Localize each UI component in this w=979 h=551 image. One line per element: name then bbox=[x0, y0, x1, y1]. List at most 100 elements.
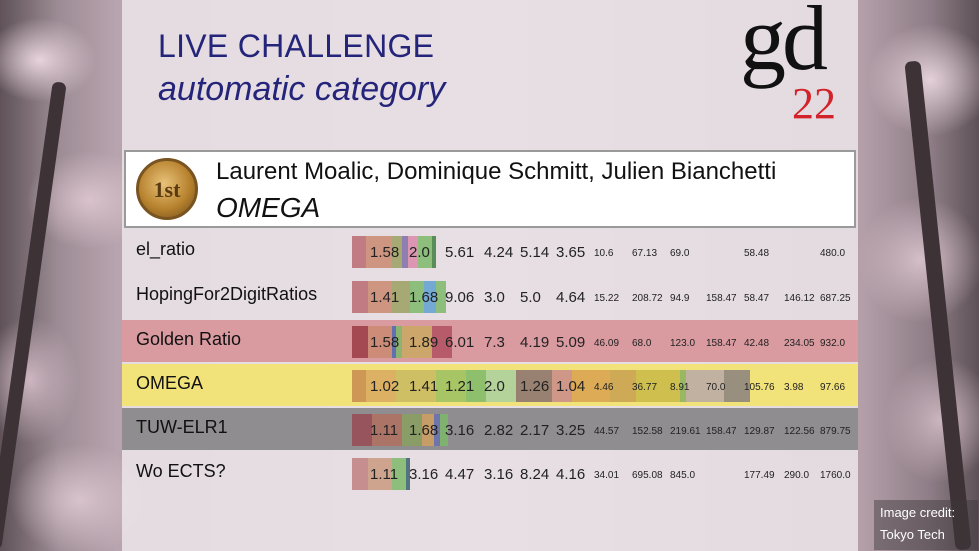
row-value: 1.26 bbox=[520, 378, 550, 395]
row-value: 1.04 bbox=[556, 378, 586, 395]
row-entry-name: el_ratio bbox=[136, 239, 196, 259]
bar-segment bbox=[440, 414, 448, 446]
row-entry-name: OMEGA bbox=[136, 373, 204, 393]
row-value: 9.06 bbox=[445, 289, 475, 306]
first-place-medal-icon: 1st bbox=[136, 158, 198, 220]
row-value: 1.21 bbox=[445, 378, 475, 395]
row-value: 36.77 bbox=[632, 382, 658, 393]
row-value: 3.16 bbox=[445, 422, 475, 439]
credit-line2: Tokyo Tech bbox=[880, 527, 945, 542]
bar-segment bbox=[410, 281, 424, 313]
results-row: TUW-ELR1 1.11 1.68 3.16 2.82 2.17 3.25 44.57 152… bbox=[122, 408, 858, 450]
bar-segment bbox=[352, 458, 368, 490]
row-value: 4.16 bbox=[556, 466, 586, 483]
row-value: 4.46 bbox=[594, 382, 614, 393]
row-value: 58.47 bbox=[744, 293, 770, 304]
bar-segment bbox=[392, 236, 402, 268]
row-value: 123.0 bbox=[670, 338, 696, 349]
results-row: el_ratio 1.58 2.0 5.61 4.24 5.14 3.65 10.6 67.13… bbox=[122, 230, 858, 272]
bar-segment bbox=[686, 370, 724, 402]
bar-segment bbox=[392, 281, 410, 313]
row-value: 42.48 bbox=[744, 338, 770, 349]
row-value: 146.12 bbox=[784, 293, 815, 304]
row-value: 932.0 bbox=[820, 338, 846, 349]
row-color-bar bbox=[352, 370, 750, 402]
row-value: 67.13 bbox=[632, 248, 658, 259]
row-color-bar bbox=[352, 458, 410, 490]
bar-segment bbox=[366, 236, 392, 268]
title-line2: automatic category bbox=[158, 70, 446, 108]
row-value: 158.47 bbox=[706, 293, 737, 304]
bar-segment bbox=[434, 414, 440, 446]
row-value: 695.08 bbox=[632, 470, 663, 481]
row-value: 158.47 bbox=[706, 338, 737, 349]
row-value: 5.61 bbox=[445, 244, 475, 261]
row-value: 290.0 bbox=[784, 470, 810, 481]
row-value: 70.0 bbox=[706, 382, 726, 393]
row-value: 4.19 bbox=[520, 334, 550, 351]
row-entry-name: TUW-ELR1 bbox=[136, 417, 228, 437]
row-value: 234.05 bbox=[784, 338, 815, 349]
row-value: 1.89 bbox=[409, 334, 439, 351]
bar-segment bbox=[352, 281, 368, 313]
row-value: 219.61 bbox=[670, 426, 701, 437]
row-value: 3.0 bbox=[484, 289, 505, 306]
row-value: 6.01 bbox=[445, 334, 475, 351]
row-value: 129.87 bbox=[744, 426, 775, 437]
row-color-bar bbox=[352, 236, 436, 268]
bar-segment bbox=[552, 370, 572, 402]
row-value: 1760.0 bbox=[820, 470, 851, 481]
row-value: 480.0 bbox=[820, 248, 846, 259]
row-entry-name: Golden Ratio bbox=[136, 329, 242, 349]
bar-segment bbox=[436, 370, 466, 402]
row-value: 152.58 bbox=[632, 426, 663, 437]
row-value: 177.49 bbox=[744, 470, 775, 481]
row-value: 4.47 bbox=[445, 466, 475, 483]
row-value: 687.25 bbox=[820, 293, 851, 304]
medal-label: 1st bbox=[153, 177, 181, 202]
results-row: Golden Ratio 1.58 1.89 6.01 7.3 4.19 5.09 46.09… bbox=[122, 320, 858, 362]
row-value: 3.98 bbox=[784, 382, 804, 393]
bar-segment bbox=[466, 370, 486, 402]
winner-team: OMEGA bbox=[216, 192, 321, 223]
bar-segment bbox=[396, 326, 402, 358]
row-value: 105.76 bbox=[744, 382, 775, 393]
row-value: 4.64 bbox=[556, 289, 586, 306]
row-value: 7.3 bbox=[484, 334, 505, 351]
row-value: 3.16 bbox=[484, 466, 514, 483]
row-value: 122.56 bbox=[784, 426, 815, 437]
row-value: 69.0 bbox=[670, 248, 690, 259]
bar-segment bbox=[572, 370, 610, 402]
bar-segment bbox=[406, 458, 410, 490]
row-value: 158.47 bbox=[706, 426, 737, 437]
row-value: 34.01 bbox=[594, 470, 620, 481]
row-value: 58.48 bbox=[744, 248, 770, 259]
row-value: 1.58 bbox=[370, 244, 400, 261]
row-value: 94.9 bbox=[670, 293, 690, 304]
row-value: 1.41 bbox=[370, 289, 400, 306]
row-value: 2.17 bbox=[520, 422, 550, 439]
bar-segment bbox=[392, 326, 396, 358]
row-value: 2.0 bbox=[409, 244, 430, 261]
results-row: OMEGA 1.02 1.41 1.21 2.0 1.26 1.04 4.46 36.77 8.9… bbox=[122, 364, 858, 406]
row-value: 3.25 bbox=[556, 422, 586, 439]
bar-segment bbox=[402, 236, 408, 268]
bar-segment bbox=[432, 236, 436, 268]
row-value: 1.41 bbox=[409, 378, 439, 395]
row-value: 1.68 bbox=[409, 422, 439, 439]
row-value: 46.09 bbox=[594, 338, 620, 349]
row-value: 5.0 bbox=[520, 289, 541, 306]
bar-segment bbox=[352, 370, 366, 402]
row-value: 1.11 bbox=[370, 466, 399, 483]
bar-segment bbox=[352, 236, 366, 268]
bar-segment bbox=[368, 326, 392, 358]
bar-segment bbox=[402, 414, 422, 446]
gd22-logo: gd 22 bbox=[740, 0, 852, 130]
results-row: HopingFor2DigitRatios 1.41 1.68 9.06 3.0 5.0 4… bbox=[122, 275, 858, 317]
bar-segment bbox=[436, 281, 446, 313]
bar-segment bbox=[418, 236, 432, 268]
row-value: 15.22 bbox=[594, 293, 620, 304]
row-value: 1.68 bbox=[409, 289, 439, 306]
row-value: 8.91 bbox=[670, 382, 690, 393]
logo-year: 22 bbox=[792, 79, 836, 128]
